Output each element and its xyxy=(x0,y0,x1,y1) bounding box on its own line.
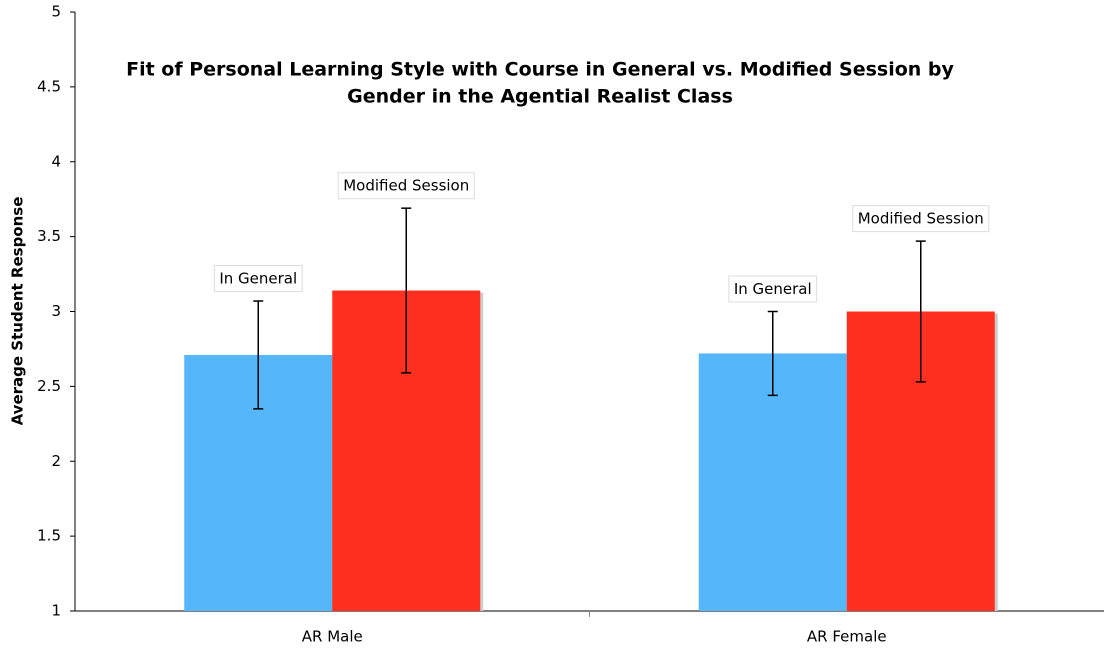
data-label-box xyxy=(728,275,818,303)
data-label-box xyxy=(337,172,475,200)
y-tick-label: 3.5 xyxy=(37,227,61,245)
y-tick-label: 4.5 xyxy=(37,77,61,95)
y-tick-label: 4 xyxy=(51,152,61,170)
y-axis-label: Average Student Response xyxy=(9,197,27,426)
y-tick-label: 2 xyxy=(51,452,61,470)
data-label: Modified Session xyxy=(343,177,469,195)
data-label: In General xyxy=(219,270,297,288)
data-label: Modified Session xyxy=(858,210,984,228)
y-tick-label: 1 xyxy=(51,602,61,620)
data-label-box xyxy=(213,265,303,293)
chart-title: Gender in the Agential Realist Class xyxy=(347,86,733,108)
data-label-box xyxy=(852,205,990,233)
x-tick-label: AR Female xyxy=(807,628,887,646)
bar xyxy=(698,353,847,611)
data-label: In General xyxy=(734,280,812,298)
y-tick-label: 5 xyxy=(51,3,61,21)
y-tick-label: 1.5 xyxy=(37,527,61,545)
y-tick-label: 3 xyxy=(51,302,61,320)
y-tick-label: 2.5 xyxy=(37,377,61,395)
chart-title: Fit of Personal Learning Style with Cour… xyxy=(126,59,954,81)
x-tick-label: AR Male xyxy=(302,628,363,646)
